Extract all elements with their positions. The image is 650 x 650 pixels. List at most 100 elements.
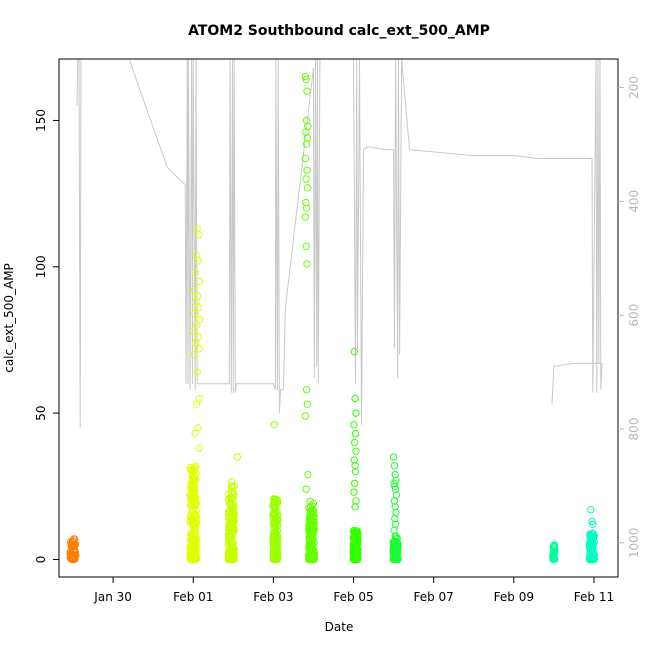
data-point	[194, 304, 203, 312]
x-tick-label: Feb 11	[574, 590, 614, 604]
plot-frame	[58, 58, 619, 578]
data-point	[226, 537, 234, 546]
data-point	[302, 485, 310, 493]
data-point	[586, 530, 594, 538]
data-point	[270, 546, 278, 554]
data-point	[302, 175, 310, 183]
data-point	[302, 386, 311, 394]
data-point	[302, 242, 310, 251]
data-point	[301, 154, 310, 163]
y-tick-label: 0	[34, 556, 48, 564]
y2-tick-label: 800	[627, 418, 641, 441]
data-point	[188, 480, 196, 489]
data-point	[389, 453, 398, 461]
data-point	[351, 394, 359, 403]
data-point	[351, 429, 360, 438]
data-point	[195, 277, 204, 286]
chart-title: ATOM2 Southbound calc_ext_500_AMP	[188, 23, 490, 39]
data-point	[588, 517, 596, 526]
data-point	[391, 514, 399, 523]
data-point	[187, 517, 195, 525]
data-point	[350, 348, 358, 356]
data-point	[305, 524, 313, 533]
data-point	[226, 500, 234, 508]
scatter-cluster-2	[224, 453, 242, 564]
data-point	[391, 503, 399, 511]
data-point	[590, 532, 598, 540]
scatter-cluster-5	[349, 348, 362, 564]
data-point	[391, 482, 399, 490]
data-point	[390, 497, 399, 505]
data-point	[271, 555, 279, 564]
data-point	[589, 520, 597, 528]
data-point	[351, 479, 359, 488]
data-point	[187, 496, 195, 504]
data-point	[196, 315, 204, 324]
data-point	[270, 537, 278, 545]
data-point	[190, 350, 199, 359]
data-point	[303, 260, 311, 268]
data-point	[588, 542, 597, 550]
data-point	[305, 515, 314, 524]
y2-tick-label: 400	[627, 190, 641, 213]
data-point	[272, 495, 280, 503]
x-tick-label: Jan 30	[93, 590, 132, 604]
data-point	[230, 525, 238, 533]
data-point	[188, 469, 197, 478]
data-point	[68, 552, 77, 560]
data-point	[587, 506, 595, 514]
x-tick-label: Feb 07	[413, 590, 453, 604]
data-point	[227, 482, 236, 490]
data-point	[227, 552, 235, 560]
data-point	[352, 530, 360, 538]
depth-line-series	[76, 59, 603, 428]
data-point	[304, 470, 312, 479]
data-point	[390, 462, 399, 470]
data-point	[195, 444, 203, 452]
data-point	[187, 528, 195, 537]
data-point	[351, 503, 359, 511]
data-point	[302, 198, 310, 207]
y-axis-label: calc_ext_500_AMP	[2, 263, 16, 373]
data-point	[549, 555, 557, 564]
data-point	[350, 551, 359, 560]
x-tick-label: Feb 09	[494, 590, 534, 604]
data-point	[301, 72, 310, 81]
data-point	[193, 321, 201, 329]
y-tick-label: 50	[34, 405, 48, 420]
data-point	[351, 546, 359, 555]
scatter-cluster-3	[269, 421, 282, 564]
data-point	[190, 489, 199, 497]
y-tick-label: 100	[34, 255, 48, 278]
data-point	[551, 547, 559, 555]
scatter-cluster-6	[389, 453, 402, 564]
data-point	[350, 488, 358, 496]
data-point	[350, 456, 358, 464]
data-point	[224, 555, 233, 564]
data-point	[352, 409, 360, 417]
data-point	[228, 490, 237, 498]
data-point	[191, 429, 199, 438]
y-tick-label: 150	[34, 109, 48, 132]
data-point	[190, 542, 198, 550]
data-point	[190, 286, 198, 294]
data-point	[305, 512, 313, 520]
data-point	[303, 166, 311, 174]
data-point	[230, 509, 239, 518]
data-point	[233, 453, 242, 461]
data-point	[303, 184, 312, 192]
data-point	[191, 526, 199, 535]
data-point	[191, 309, 199, 318]
data-point	[353, 537, 362, 545]
data-point	[271, 525, 280, 533]
data-point	[586, 553, 594, 561]
data-point	[225, 496, 233, 504]
data-point	[189, 327, 198, 335]
data-point	[310, 512, 318, 520]
data-point	[270, 421, 278, 429]
data-point	[270, 519, 279, 528]
data-point	[301, 412, 310, 420]
data-point	[390, 526, 398, 534]
data-point	[187, 554, 195, 562]
